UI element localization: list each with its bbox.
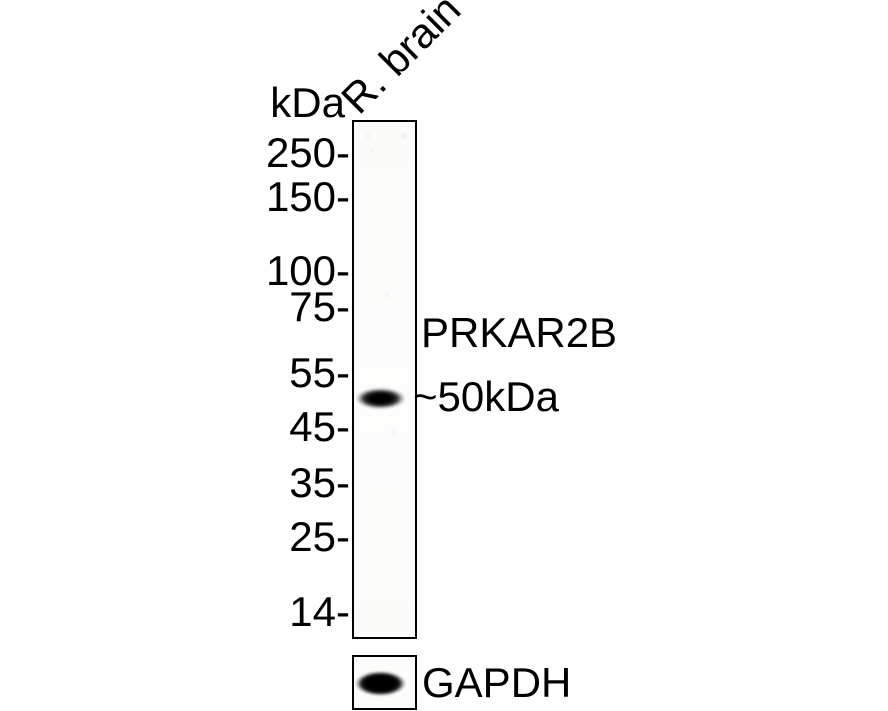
ladder-marker-250: 250- — [265, 129, 350, 176]
ladder-marker-75: 75- — [289, 283, 350, 330]
ladder-marker-150: 150- — [265, 173, 350, 220]
ladder-marker-45: 45- — [289, 403, 350, 450]
ladder-marker-25: 25- — [289, 513, 350, 560]
loading-control-label: GAPDH — [422, 659, 572, 706]
kda-unit-label: kDa — [270, 79, 345, 126]
target-band — [351, 386, 410, 411]
lane-label-text: R. brain — [332, 0, 470, 123]
ladder-marker-55: 55- — [289, 349, 350, 396]
ladder-marker-14: 14- — [289, 588, 350, 635]
target-name-label: PRKAR2B — [421, 309, 618, 356]
observed-mw-label: ~50kDa — [413, 373, 559, 420]
loading-control-band — [353, 670, 408, 697]
ladder-marker-100: 100- — [265, 247, 350, 294]
loading-control-lane — [352, 655, 417, 710]
ladder-marker-35: 35- — [289, 459, 350, 506]
blot-lane — [351, 120, 417, 639]
